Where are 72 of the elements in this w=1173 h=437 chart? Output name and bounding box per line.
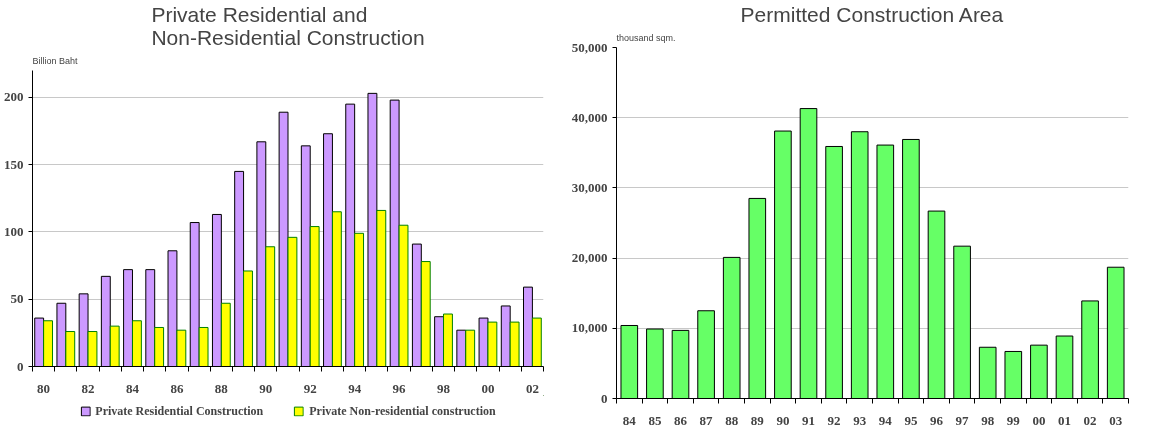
x-tick-label: 85 (648, 412, 662, 428)
x-tick-label: 90 (776, 412, 790, 428)
bar (465, 329, 476, 367)
y-tick-label: 50 (10, 291, 24, 307)
x-tick-label: 01 (1058, 412, 1071, 428)
y-tick-label: 200 (4, 89, 24, 105)
chart-title: Private Residential and Non-Residential Construction (151, 2, 425, 49)
legend-label: Private Non-residential construction (309, 403, 496, 419)
x-tick-label: 87 (699, 412, 714, 428)
y-tick-label: 10,000 (571, 320, 608, 336)
bar (176, 329, 187, 367)
x-tick-label: 00 (1032, 412, 1046, 428)
bar (331, 211, 342, 367)
legend-label: Private Residential Construction (95, 403, 264, 419)
x-tick-label: 92 (827, 412, 841, 428)
x-tick-label: 03 (1109, 412, 1123, 428)
x-tick-label: 91 (802, 412, 815, 428)
bar (87, 331, 98, 367)
y-axis-title: Billion Baht (32, 55, 79, 66)
x-tick-label: 02 (525, 380, 539, 396)
chart-title: Permitted Construction Area (740, 2, 1004, 26)
x-tick-label: 02 (1083, 412, 1097, 428)
x-tick-label: 86 (674, 412, 688, 428)
x-tick-label: 98 (437, 380, 451, 396)
bar (487, 321, 498, 367)
x-tick-label: 98 (981, 412, 995, 428)
y-tick-label: 100 (4, 223, 24, 239)
x-tick-label: 92 (303, 380, 317, 396)
bar (398, 224, 409, 367)
bar (243, 270, 253, 367)
x-tick-label: 95 (904, 412, 918, 428)
y-tick-label: 0 (601, 390, 608, 406)
x-tick-label: 86 (170, 380, 184, 396)
bar (131, 320, 142, 367)
x-tick-label: 84 (125, 380, 140, 396)
x-tick-label: 96 (930, 412, 944, 428)
x-tick-label: 99 (1006, 412, 1021, 428)
x-tick-label: 00 (481, 380, 495, 396)
bar (265, 246, 276, 367)
x-tick-label: 80 (37, 380, 51, 396)
bar (309, 226, 320, 367)
x-tick-label: 94 (348, 380, 362, 396)
bar (154, 326, 165, 367)
x-tick-label: 90 (259, 380, 273, 396)
bar (65, 331, 76, 367)
y-tick-label: 50,000 (571, 39, 608, 55)
bar (531, 317, 542, 367)
x-tick-label: 84 (622, 412, 637, 428)
x-tick-label: 89 (750, 412, 765, 428)
y-tick-label: 20,000 (571, 250, 608, 266)
x-tick-label: 93 (853, 412, 867, 428)
bar (220, 302, 231, 367)
bar (43, 320, 53, 367)
bar (376, 209, 387, 367)
x-tick-label: 88 (214, 380, 229, 396)
bar (420, 261, 431, 367)
bar (354, 232, 365, 367)
x-tick-label: 82 (81, 380, 95, 396)
bar (509, 321, 520, 367)
bar (109, 325, 120, 367)
y-tick-label: 0 (17, 358, 24, 374)
x-tick-label: 88 (725, 412, 739, 428)
bar (443, 313, 453, 367)
y-tick-label: 40,000 (571, 109, 608, 125)
bar (287, 236, 298, 367)
x-tick-label: 96 (392, 380, 407, 396)
y-axis-title: thousand sqm. (616, 32, 676, 43)
y-tick-label: 30,000 (571, 179, 608, 195)
bar (198, 326, 209, 367)
y-tick-label: 150 (4, 156, 24, 172)
x-tick-label: 94 (878, 412, 893, 428)
x-tick-label: 97 (955, 412, 970, 428)
